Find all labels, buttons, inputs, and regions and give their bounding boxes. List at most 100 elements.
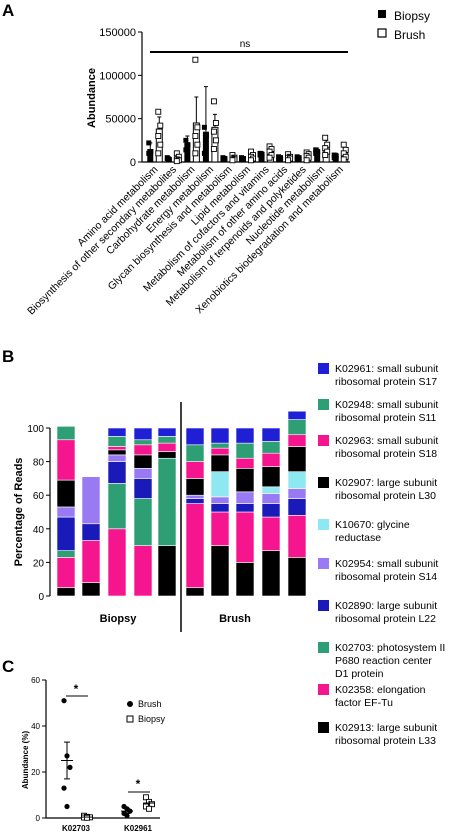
chart-b-segment-k02907 bbox=[107, 449, 127, 456]
chart-b-segment-k02890 bbox=[133, 478, 153, 499]
chart-a-point-brush bbox=[173, 158, 180, 165]
chart-b-ytick-label: 0 bbox=[38, 592, 44, 603]
chart-a-ytick-label: 50000 bbox=[105, 114, 136, 126]
chart-b-segment-k02890 bbox=[261, 503, 281, 518]
chart-b-legend-swatch bbox=[318, 399, 329, 410]
chart-b-segment-k02913 bbox=[56, 587, 76, 597]
chart-a-point-biopsy bbox=[201, 124, 207, 130]
chart-a-point-brush bbox=[212, 120, 219, 126]
chart-b-segment-k10670 bbox=[210, 471, 230, 498]
chart-b-segment-k02961 bbox=[157, 427, 177, 437]
chart-b-segment-k02963 bbox=[287, 434, 307, 447]
chart-b-segment-k02954 bbox=[133, 468, 153, 479]
chart-a-point-brush bbox=[340, 141, 347, 148]
chart-b-legend-label: ribosomal protein S18 bbox=[335, 448, 437, 460]
chart-b-legend-label: K02890: large subunit bbox=[335, 600, 437, 612]
chart-b-segment-k02907 bbox=[287, 446, 307, 472]
chart-c-ylabel: Abundance (%) bbox=[21, 731, 30, 790]
chart-c-significance-k02961: * bbox=[136, 777, 141, 791]
chart-c-significance-k02703: * bbox=[74, 682, 79, 696]
chart-b-segment-k02907 bbox=[157, 451, 177, 459]
chart-a-legend-label-brush: Brush bbox=[394, 28, 425, 42]
chart-b-segment-k02358 bbox=[210, 511, 230, 546]
chart-b-segment-k02954 bbox=[287, 488, 307, 499]
chart-b-segment-k02948 bbox=[261, 441, 281, 454]
chart-b-legend-label: K02913: large subunit bbox=[335, 722, 437, 734]
chart-b-segment-k02703 bbox=[157, 457, 177, 546]
chart-a-point-biopsy bbox=[257, 152, 263, 158]
chart-c-point-brush bbox=[61, 698, 67, 704]
chart-a-bar-biopsy bbox=[314, 151, 321, 162]
chart-a-point-brush bbox=[229, 157, 236, 164]
chart-a-bar-biopsy bbox=[258, 154, 265, 162]
chart-a-point-brush bbox=[285, 157, 292, 164]
chart-b-segment-k02890 bbox=[185, 498, 205, 504]
chart-b-ytick-label: 60 bbox=[33, 491, 45, 502]
chart-a-ytick-label: 0 bbox=[130, 157, 136, 169]
chart-b-segment-k02907 bbox=[261, 466, 281, 488]
chart-a-point-biopsy bbox=[201, 150, 207, 156]
chart-b-legend-swatch bbox=[318, 477, 329, 488]
chart-b-legend-label: factor EF-Tu bbox=[335, 697, 393, 709]
chart-b-legend-label: D1 protein bbox=[335, 668, 384, 680]
chart-b-legend-label: ribosomal protein L22 bbox=[335, 613, 436, 625]
chart-b-segment-k02913 bbox=[235, 562, 255, 597]
chart-b-segment-k02954 bbox=[56, 506, 76, 518]
chart-a-legend-marker-brush bbox=[377, 28, 387, 38]
chart-a-point-biopsy bbox=[331, 155, 337, 161]
chart-c-legend-label-brush: Brush bbox=[138, 699, 162, 709]
chart-b-ytick-label: 100 bbox=[27, 424, 44, 435]
chart-a-point-biopsy bbox=[294, 156, 300, 162]
chart-b-segment-k02948 bbox=[133, 439, 153, 446]
chart-a-point-brush bbox=[248, 157, 254, 164]
chart-b-ytick-label: 40 bbox=[33, 525, 45, 536]
chart-a-bar-biopsy bbox=[184, 142, 191, 162]
chart-b-legend-swatch bbox=[318, 642, 329, 653]
chart-c-point-brush bbox=[61, 785, 67, 791]
chart-b-segment-k02358 bbox=[133, 545, 153, 597]
chart-b-segment-k10670 bbox=[261, 486, 281, 494]
chart-a-point-brush bbox=[210, 146, 217, 152]
chart-b-segment-k02907 bbox=[185, 478, 205, 496]
chart-b-segment-k02890 bbox=[107, 461, 127, 484]
chart-a-point-brush bbox=[210, 128, 217, 135]
chart-b-legend-label: P680 reaction center bbox=[335, 655, 432, 667]
chart-b-segment-k02907 bbox=[235, 468, 255, 493]
chart-b-legend-swatch bbox=[318, 558, 329, 569]
chart-b-legend-label: ribosomal protein S14 bbox=[335, 571, 437, 583]
chart-b-segment-k02961 bbox=[133, 427, 153, 441]
chart-b-segment-k02890 bbox=[56, 516, 76, 551]
chart-b-legend-label: ribosomal protein S11 bbox=[335, 412, 437, 424]
chart-a-bar-biopsy bbox=[202, 131, 209, 162]
chart-b-segment-k02954 bbox=[210, 496, 230, 504]
chart-a-point-brush bbox=[340, 156, 347, 163]
chart-b-segment-k02954 bbox=[107, 454, 127, 462]
chart-b-legend-swatch bbox=[318, 684, 329, 695]
chart-b-segment-k02907 bbox=[133, 454, 153, 469]
chart-c-legend-marker-brush bbox=[127, 701, 133, 707]
chart-a-point-brush bbox=[212, 137, 219, 144]
chart-b-segment-k02913 bbox=[210, 545, 230, 597]
chart-a-point-brush bbox=[192, 133, 199, 139]
chart-c-legend-label-biopsy: Biopsy bbox=[138, 714, 166, 724]
panel-label-a: A bbox=[2, 1, 14, 20]
chart-b-segment-k02913 bbox=[157, 545, 177, 597]
chart-b-legend-label: K02963: small subunit bbox=[335, 435, 438, 447]
chart-b-segment-k02913 bbox=[261, 550, 281, 597]
chart-a-point-brush bbox=[194, 124, 201, 131]
chart-b-segment-k02890 bbox=[81, 523, 101, 541]
chart-a-point-biopsy bbox=[146, 140, 152, 146]
chart-c-category-k02703: K02703 bbox=[62, 824, 91, 833]
chart-c-point-biopsy bbox=[84, 814, 90, 821]
chart-b-legend-label: ribosomal protein S17 bbox=[335, 376, 437, 388]
chart-a-point-biopsy bbox=[276, 156, 282, 162]
chart-a-point-brush bbox=[155, 133, 162, 139]
chart-c-point-brush bbox=[67, 764, 73, 771]
chart-c-legend-marker-biopsy bbox=[126, 715, 134, 723]
chart-b-segment-k02358 bbox=[107, 528, 127, 597]
chart-a-ytick-label: 100000 bbox=[99, 70, 136, 82]
chart-b-segment-k02963 bbox=[261, 452, 281, 467]
chart-b-segment-k02961 bbox=[185, 427, 205, 446]
chart-b-legend-swatch bbox=[318, 600, 329, 611]
